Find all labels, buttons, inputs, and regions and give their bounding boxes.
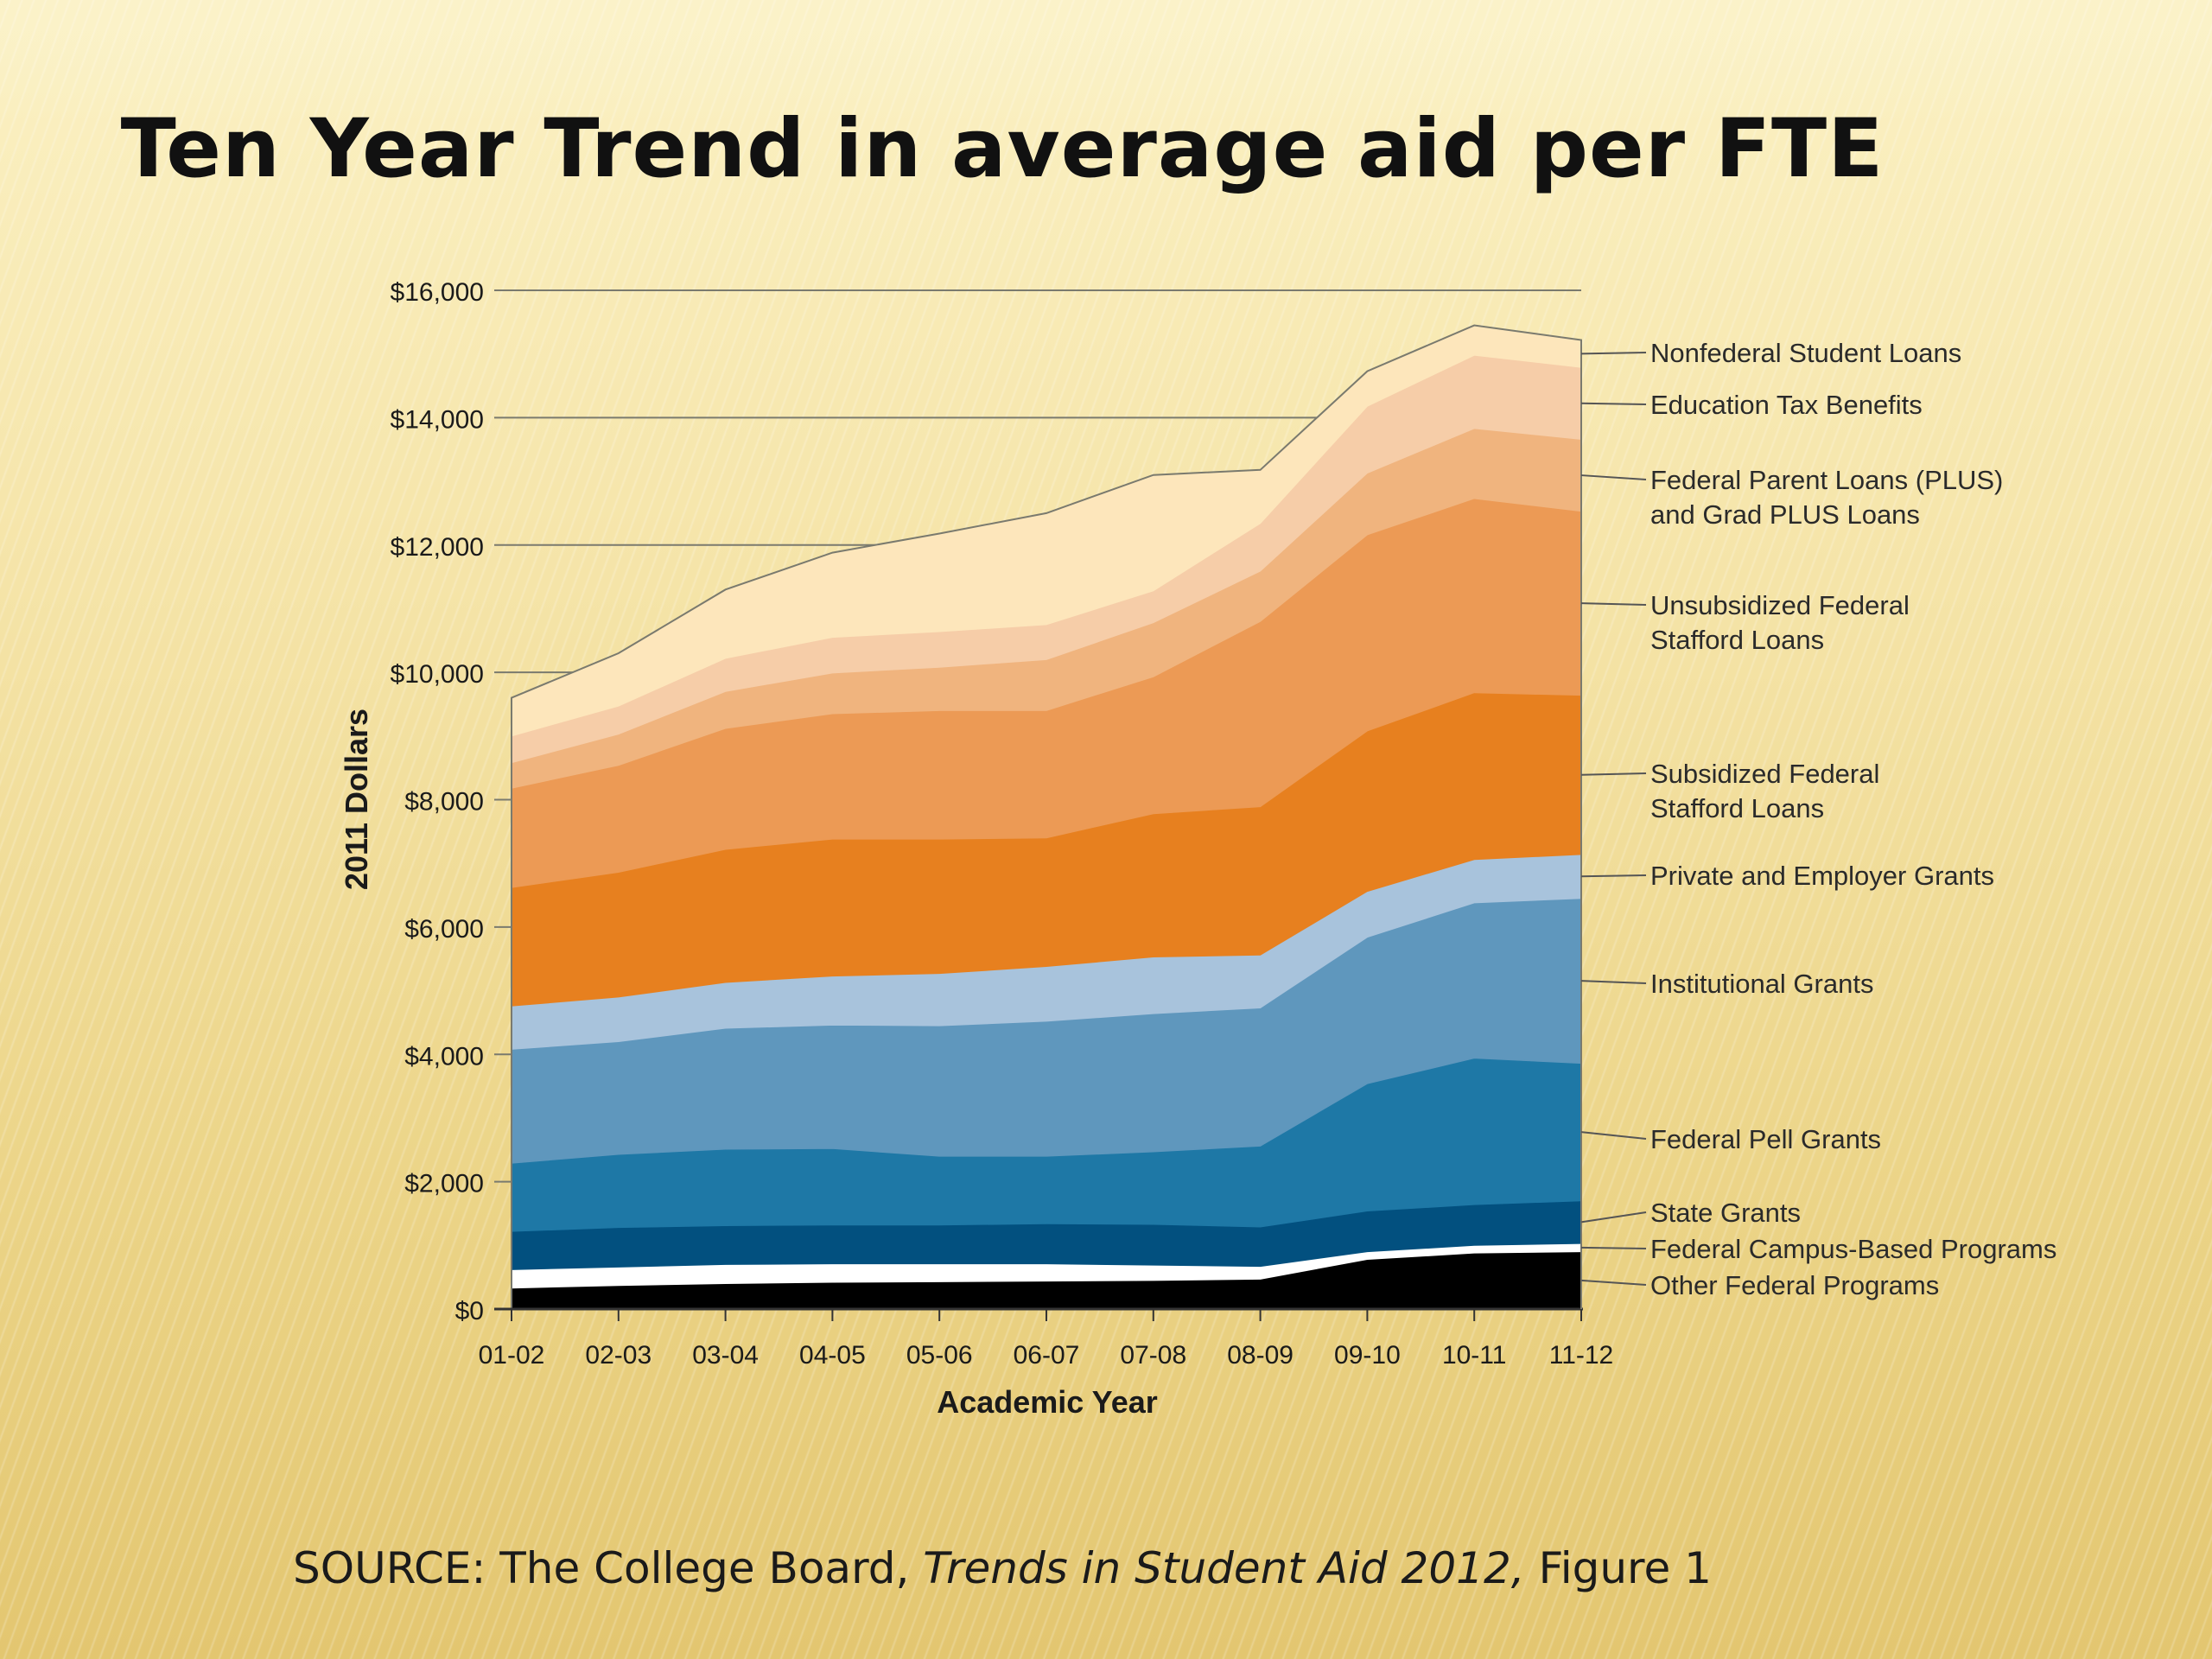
series-label-leader — [1580, 602, 1647, 606]
y-tick-label: $0 — [455, 1297, 484, 1325]
series-label: Stafford Loans — [1650, 793, 1824, 823]
series-label: State Grants — [1650, 1198, 1801, 1228]
source-suffix: Figure 1 — [1524, 1543, 1712, 1593]
x-tick-label: 08-09 — [1227, 1341, 1294, 1370]
y-tick-label: $10,000 — [391, 660, 484, 689]
y-tick-label: $14,000 — [391, 405, 484, 434]
y-tick-label: $12,000 — [391, 533, 484, 562]
slide-title: Ten Year Trend in average aid per FTE — [120, 102, 1885, 196]
series-label-leader — [1580, 772, 1647, 776]
series-label: Federal Pell Grants — [1650, 1124, 1881, 1154]
x-tick-label: 09-10 — [1334, 1341, 1401, 1370]
x-tick-label: 11-12 — [1549, 1341, 1614, 1370]
series-label: Private and Employer Grants — [1650, 861, 1994, 891]
x-tick-label: 03-04 — [692, 1341, 759, 1370]
y-tick-labels: $0 $2,000 $4,000 $6,000 $8,000 $10,000 $12,000… — [391, 278, 484, 1325]
y-tick-label: $2,000 — [404, 1170, 484, 1198]
source-prefix: SOURCE: The College Board, — [293, 1543, 924, 1593]
x-tick-label: 02-03 — [585, 1341, 652, 1370]
series-label-leader — [1580, 474, 1647, 480]
series-label: Federal Parent Loans (PLUS) — [1650, 465, 2003, 495]
series-label: Other Federal Programs — [1650, 1270, 1939, 1300]
series-label: and Grad PLUS Loans — [1650, 499, 1920, 530]
series-label: Subsidized Federal — [1650, 759, 1879, 789]
y-tick-label: $6,000 — [404, 915, 484, 944]
x-tick-label: 07-08 — [1120, 1341, 1186, 1370]
series-label: Education Tax Benefits — [1650, 390, 1923, 420]
x-tick-label: 04-05 — [799, 1341, 866, 1370]
x-tick-label: 01-02 — [479, 1341, 545, 1370]
series-label: Stafford Loans — [1650, 625, 1824, 655]
source-citation: SOURCE: The College Board, Trends in Stu… — [0, 1543, 2108, 1593]
x-tick-label: 10-11 — [1442, 1341, 1507, 1370]
series-label-leader — [1580, 1246, 1647, 1249]
series-label-leader — [1580, 980, 1647, 984]
x-tick-label: 05-06 — [906, 1341, 973, 1370]
series-label: Unsubsidized Federal — [1650, 590, 1910, 620]
y-tick-label: $4,000 — [404, 1042, 484, 1071]
series-label-leader — [1580, 1279, 1647, 1286]
total-outline — [511, 324, 1582, 1309]
series-label-leader — [1580, 1211, 1647, 1224]
total-outline-line — [511, 324, 1582, 1309]
series-label: Institutional Grants — [1650, 969, 1873, 999]
series-labels: Other Federal Programs Federal Campus-Bas… — [1580, 338, 2056, 1300]
series-label: Federal Campus-Based Programs — [1650, 1234, 2056, 1264]
background-glow — [0, 0, 2212, 121]
y-tick-label: $16,000 — [391, 278, 484, 307]
y-tick-label: $8,000 — [404, 788, 484, 817]
source-publication: Trends in Student Aid 2012, — [923, 1543, 1525, 1593]
y-axis-label: 2011 Dollars — [339, 709, 374, 890]
axes — [494, 340, 1583, 1321]
series-label-leader — [1580, 1131, 1647, 1140]
area-series — [511, 325, 1582, 1310]
x-axis-label: Academic Year — [937, 1384, 1158, 1420]
x-tick-labels: 01-02 02-03 03-04 04-05 05-06 06-07 07-08 08-09… — [479, 1341, 1614, 1370]
series-label: Nonfederal Student Loans — [1650, 338, 1961, 368]
series-label-leader — [1580, 874, 1647, 878]
x-tick-label: 06-07 — [1014, 1341, 1080, 1370]
